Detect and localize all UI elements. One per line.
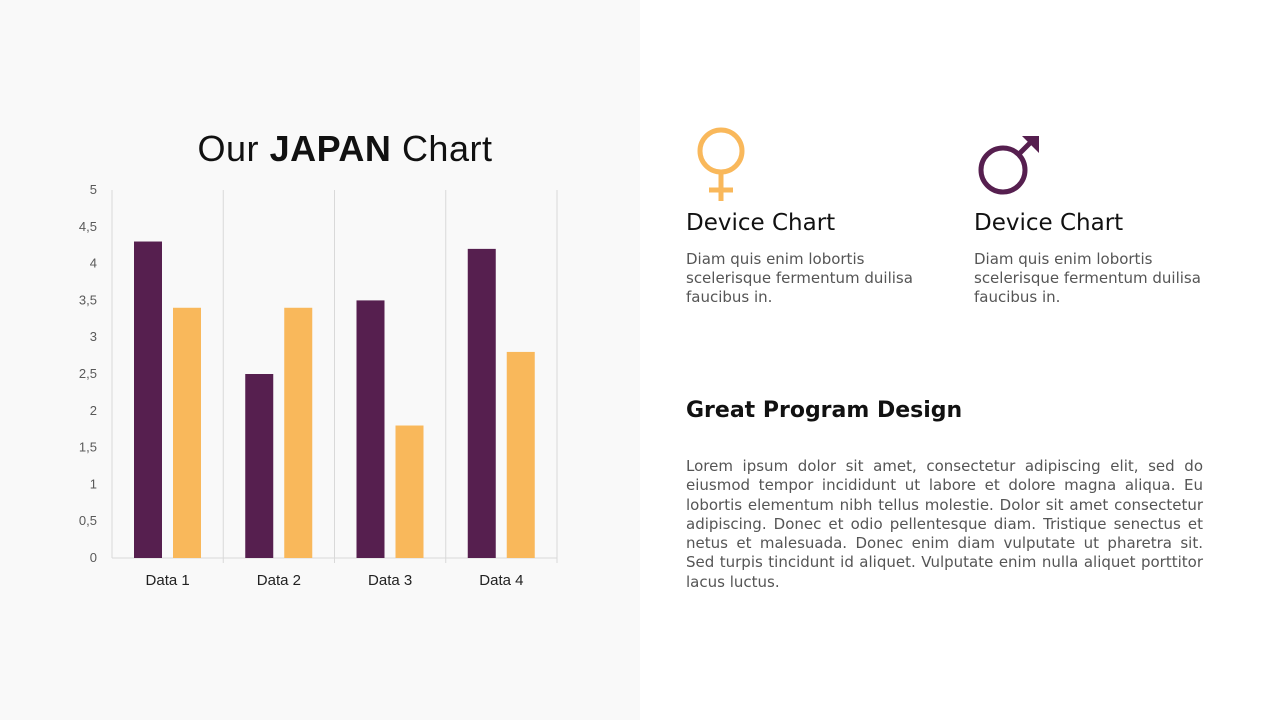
bar xyxy=(467,248,496,558)
y-tick-label: 4,5 xyxy=(79,219,97,234)
x-tick-label: Data 3 xyxy=(368,572,412,589)
male-symbol-icon xyxy=(978,136,1039,195)
y-tick-label: 1,5 xyxy=(79,440,97,455)
y-tick-label: 0,5 xyxy=(79,513,97,528)
title-prefix: Our xyxy=(197,128,260,169)
chart-title: Our JAPAN Chart xyxy=(0,128,690,170)
y-tick-label: 3,5 xyxy=(79,292,97,307)
y-tick-label: 5 xyxy=(90,182,97,197)
x-tick-label: Data 1 xyxy=(146,572,190,589)
y-tick-label: 3 xyxy=(90,329,97,344)
bar xyxy=(395,425,424,558)
card-text: Diam quis enim lobortis scelerisque ferm… xyxy=(974,250,1201,306)
title-bold: JAPAN xyxy=(269,128,392,169)
bar-chart: 0 0,5 1 1,5 2 2,5 3 3,5 4 4,5 5 Data 1 Data 2 Data 3 D… xyxy=(79,182,558,589)
y-tick-label: 4 xyxy=(90,256,97,271)
x-tick-label: Data 4 xyxy=(479,572,523,589)
x-tick-label: Data 2 xyxy=(257,572,301,589)
bar xyxy=(245,374,274,558)
section-body: Lorem ipsum dolor sit amet, consectetur … xyxy=(686,457,1203,591)
y-tick-label: 2,5 xyxy=(79,366,97,381)
bar xyxy=(173,307,201,558)
y-tick-label: 1 xyxy=(90,476,97,491)
y-tick-label: 0 xyxy=(90,550,97,565)
card-heading: Device Chart xyxy=(686,210,836,236)
bar xyxy=(506,351,535,558)
female-symbol-icon xyxy=(697,127,745,201)
bar xyxy=(284,307,313,558)
card-text: Diam quis enim lobortis scelerisque ferm… xyxy=(686,250,913,306)
section-heading: Great Program Design xyxy=(686,398,963,423)
title-suffix: Chart xyxy=(401,128,493,169)
bar xyxy=(356,300,385,558)
y-tick-label: 2 xyxy=(90,403,97,418)
card-heading: Device Chart xyxy=(974,210,1124,236)
bar xyxy=(134,241,162,558)
